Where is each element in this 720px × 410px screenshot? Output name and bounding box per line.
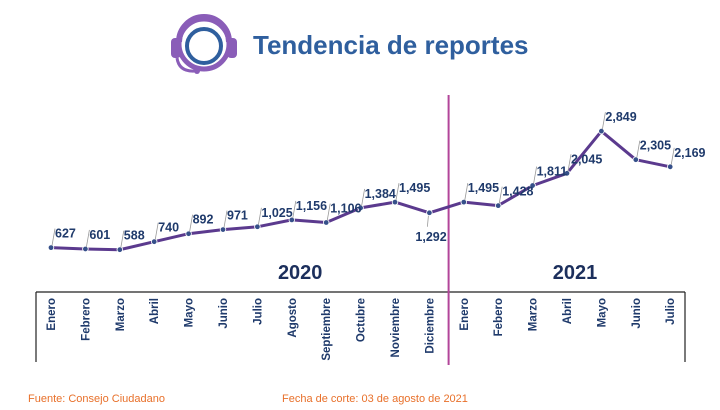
data-label: 601: [89, 228, 110, 242]
data-label: 1,495: [468, 181, 499, 195]
month-tick-label: Febero: [493, 298, 505, 336]
data-label: 588: [124, 229, 145, 243]
label-leader-line: [361, 188, 365, 207]
label-leader-line: [602, 112, 606, 130]
data-label: 1,428: [502, 185, 533, 199]
label-leader-line: [670, 147, 675, 165]
month-tick-label: Mayo: [596, 298, 608, 327]
page-title: Tendencia de reportes: [253, 30, 529, 60]
data-label: 740: [158, 221, 179, 235]
month-tick-label: Enero: [46, 298, 58, 331]
month-tick-label: Agosto: [287, 298, 299, 338]
label-leader-line: [567, 154, 572, 172]
month-tick-label: Noviembre: [390, 298, 402, 357]
label-leader-line: [86, 229, 90, 248]
label-leader-line: [258, 207, 262, 225]
data-point: [495, 202, 502, 209]
data-point: [632, 156, 639, 163]
data-point: [529, 182, 536, 189]
data-label: 971: [227, 209, 248, 223]
footer-source: Fuente: Consejo Ciudadano: [28, 393, 165, 405]
footer-cutoff-date: Fecha de corte: 03 de agosto de 2021: [282, 393, 468, 405]
month-tick-label: Julio: [665, 298, 677, 325]
data-label: 1,106: [330, 202, 361, 216]
data-label: 1,811: [537, 165, 568, 179]
data-point: [82, 245, 89, 253]
label-leader-line: [292, 200, 297, 218]
data-point: [563, 170, 571, 177]
month-tick-label: Diciembre: [424, 298, 436, 354]
label-leader-line: [427, 215, 429, 227]
data-point: [47, 244, 55, 251]
label-leader-line: [51, 228, 56, 246]
data-label: 2,849: [605, 110, 636, 124]
data-point: [667, 163, 674, 170]
data-label: 2,045: [571, 152, 602, 166]
label-leader-line: [189, 214, 193, 232]
data-label: 1,025: [261, 206, 292, 220]
header: Tendencia de reportes: [0, 0, 720, 80]
month-tick-label: Abril: [562, 298, 574, 324]
data-label: 1,495: [399, 181, 430, 195]
month-tick-label: Julio: [252, 298, 264, 325]
month-tick-label: Enero: [459, 298, 471, 331]
data-label: 2,169: [674, 146, 705, 160]
data-point: [185, 230, 192, 237]
year-label-2021: 2021: [553, 262, 598, 284]
data-label: 627: [55, 227, 76, 241]
label-leader-line: [533, 166, 537, 184]
data-label: 2,305: [640, 139, 671, 153]
data-label: 1,156: [296, 199, 327, 213]
label-leader-line: [154, 222, 159, 240]
month-tick-label: Junio: [631, 298, 643, 329]
label-leader-line: [636, 140, 641, 158]
month-tick-label: Mayo: [184, 298, 196, 327]
label-leader-line: [223, 210, 228, 228]
data-point: [323, 219, 330, 226]
data-label: 1,384: [365, 187, 396, 201]
month-tick-label: Junio: [218, 298, 230, 329]
label-leader-line: [326, 203, 331, 221]
label-leader-line: [395, 183, 400, 201]
data-point: [116, 246, 123, 253]
label-leader-line: [120, 230, 125, 248]
data-point: [150, 238, 158, 245]
month-tick-label: Marzo: [115, 298, 127, 331]
label-leader-line: [464, 183, 469, 201]
data-point: [254, 223, 261, 230]
data-point: [460, 198, 467, 206]
data-point: [288, 216, 295, 224]
data-point: [357, 204, 364, 212]
data-point: [219, 226, 227, 233]
month-tick-label: Marzo: [528, 298, 540, 331]
month-tick-label: Abril: [149, 298, 161, 324]
month-tick-label: Septiembre: [321, 298, 333, 361]
data-label: 1,292: [415, 230, 446, 244]
data-label: 892: [193, 213, 214, 227]
headset-icon: [171, 14, 237, 74]
data-point: [426, 209, 433, 216]
year-label-2020: 2020: [278, 262, 323, 284]
data-point: [391, 198, 399, 206]
data-point: [598, 127, 605, 135]
label-leader-line: [498, 186, 503, 204]
month-tick-label: Octubre: [356, 298, 368, 342]
month-tick-label: Febrero: [80, 298, 92, 341]
